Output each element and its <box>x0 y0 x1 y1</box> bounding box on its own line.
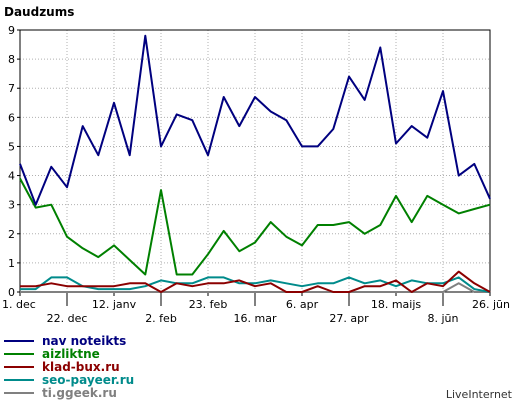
y-tick-label: 2 <box>8 228 15 241</box>
x-tick-label: 12. janv <box>92 298 137 311</box>
x-tick-label: 1. dec <box>2 298 36 311</box>
chart-title: Daudzums <box>4 5 74 19</box>
y-tick-label: 6 <box>8 111 15 124</box>
x-tick-label: 23. feb <box>189 298 228 311</box>
legend-label-3: klad-bux.ru <box>42 360 120 374</box>
series-lines <box>19 34 491 293</box>
x-tick-label: 27. apr <box>329 312 369 325</box>
y-tick-label: 7 <box>8 82 15 95</box>
y-tick-label: 4 <box>8 170 15 183</box>
y-tick-label: 5 <box>8 140 15 153</box>
legend-label-2: aizliktne <box>42 347 100 361</box>
y-tick-label: 8 <box>8 53 15 66</box>
x-axis-ticks: 1. dec 22. dec 12. janv 2. feb 23. feb 16. ma… <box>2 292 510 325</box>
x-tick-label: 6. apr <box>286 298 319 311</box>
y-tick-label: 9 <box>8 24 15 37</box>
x-tick-label: 22. dec <box>47 312 88 325</box>
y-tick-label: 0 <box>8 286 15 299</box>
legend: nav noteiktsaizliktneklad-bux.ruseo-paye… <box>4 334 134 400</box>
series-line-3 <box>20 270 491 293</box>
legend-label-1: nav noteikts <box>42 334 126 348</box>
y-tick-label: 1 <box>8 257 15 270</box>
x-tick-label: 2. feb <box>145 312 177 325</box>
x-tick-label: 16. mar <box>234 312 277 325</box>
series-line-1 <box>19 34 491 206</box>
legend-label-4: seo-payeer.ru <box>42 373 134 387</box>
x-tick-label: 26. jūn <box>472 298 510 311</box>
series-line-2 <box>19 178 491 276</box>
x-tick-label: 18. maijs <box>371 298 422 311</box>
legend-label-5: ti.ggeek.ru <box>42 386 117 400</box>
y-tick-label: 3 <box>8 199 15 212</box>
y-axis-ticks: 0 1 2 3 4 5 6 7 8 9 <box>8 24 20 299</box>
watermark: LiveInternet <box>446 388 513 401</box>
series-line-4 <box>20 276 491 293</box>
x-tick-label: 8. jūn <box>428 312 459 325</box>
